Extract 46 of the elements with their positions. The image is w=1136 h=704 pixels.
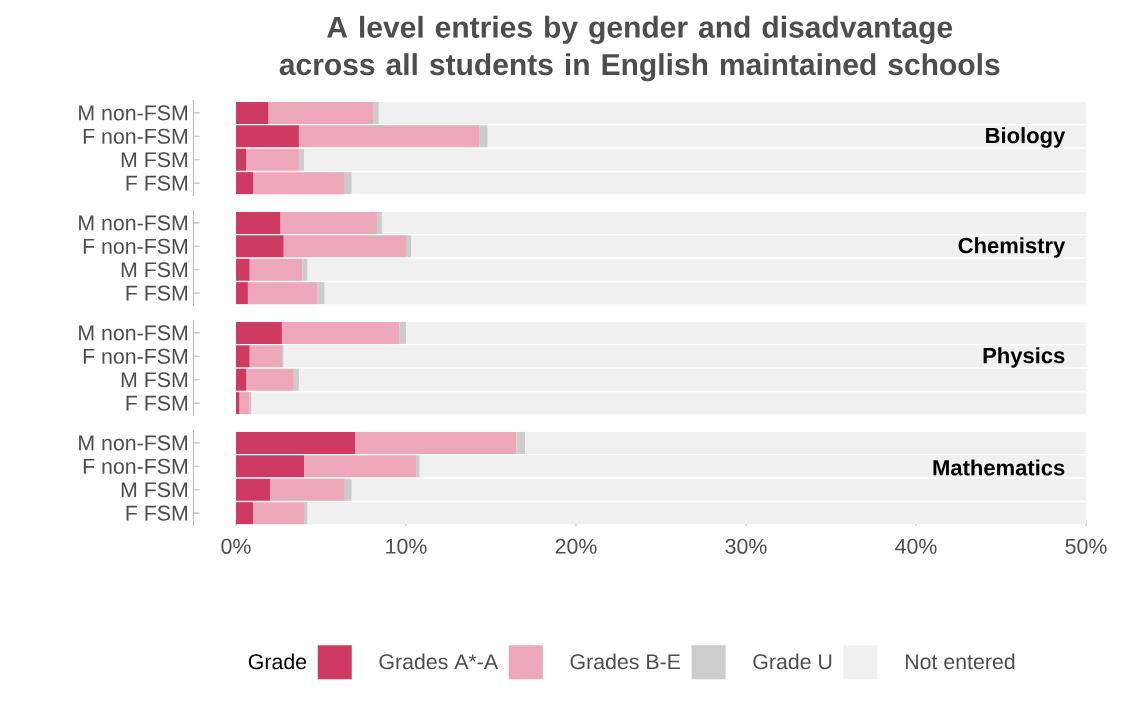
text: Chemistry (958, 237, 1066, 258)
bar (344, 478, 352, 501)
x-tick-label: 50% (1065, 538, 1107, 554)
x-tick-label: 0% (221, 538, 251, 554)
legend-label: Grades B-E (570, 653, 680, 670)
x-tick-label: 20% (555, 538, 597, 554)
bar (373, 101, 379, 124)
y-tick-label: F non-FSM (83, 348, 188, 364)
y-tick-label: F non-FSM (83, 458, 188, 474)
y-tick-label: M FSM (121, 152, 188, 168)
y-tick-label: M non-FSM (79, 105, 187, 121)
bar (302, 258, 308, 281)
y-tick-label: M non-FSM (79, 325, 187, 341)
y-tick-label: F FSM (126, 505, 188, 521)
bar (405, 235, 412, 258)
legend-label: Grade U (753, 653, 832, 670)
y-tick-label: F non-FSM (83, 128, 188, 144)
y-tick-label: M FSM (121, 372, 188, 388)
y-tick-label: F FSM (126, 175, 188, 191)
bar (249, 345, 282, 368)
bar (516, 431, 525, 454)
y-tick-label: M FSM (121, 262, 188, 278)
legend-label: Grades A*-A (379, 653, 499, 670)
y-tick-label: M non-FSM (79, 215, 187, 231)
legend-label: Not entered (905, 653, 1015, 670)
y-tick-label: F FSM (126, 285, 188, 301)
chart-title: A level entries by gender and disadvantage across all students in English maintained schools (279, 15, 1000, 82)
y-tick-label: M FSM (121, 482, 188, 498)
x-tick-label: 10% (386, 538, 427, 554)
bar (399, 321, 406, 344)
y-tick-label: F non-FSM (83, 238, 188, 254)
bar (298, 148, 304, 171)
bar (416, 455, 420, 478)
legend-title: Grade (248, 653, 307, 670)
text: Mathematics (933, 459, 1065, 476)
bar (281, 321, 400, 344)
y-tick-label: M non-FSM (79, 435, 187, 451)
bar (479, 125, 488, 148)
bar (293, 368, 299, 391)
bar (377, 211, 383, 234)
x-tick-label: 30% (725, 538, 767, 554)
y-tick-label: F FSM (126, 395, 188, 411)
x-tick-label: 40% (895, 538, 937, 554)
text: Physics (983, 347, 1065, 368)
text: Biology (986, 127, 1066, 148)
bar (344, 172, 352, 195)
